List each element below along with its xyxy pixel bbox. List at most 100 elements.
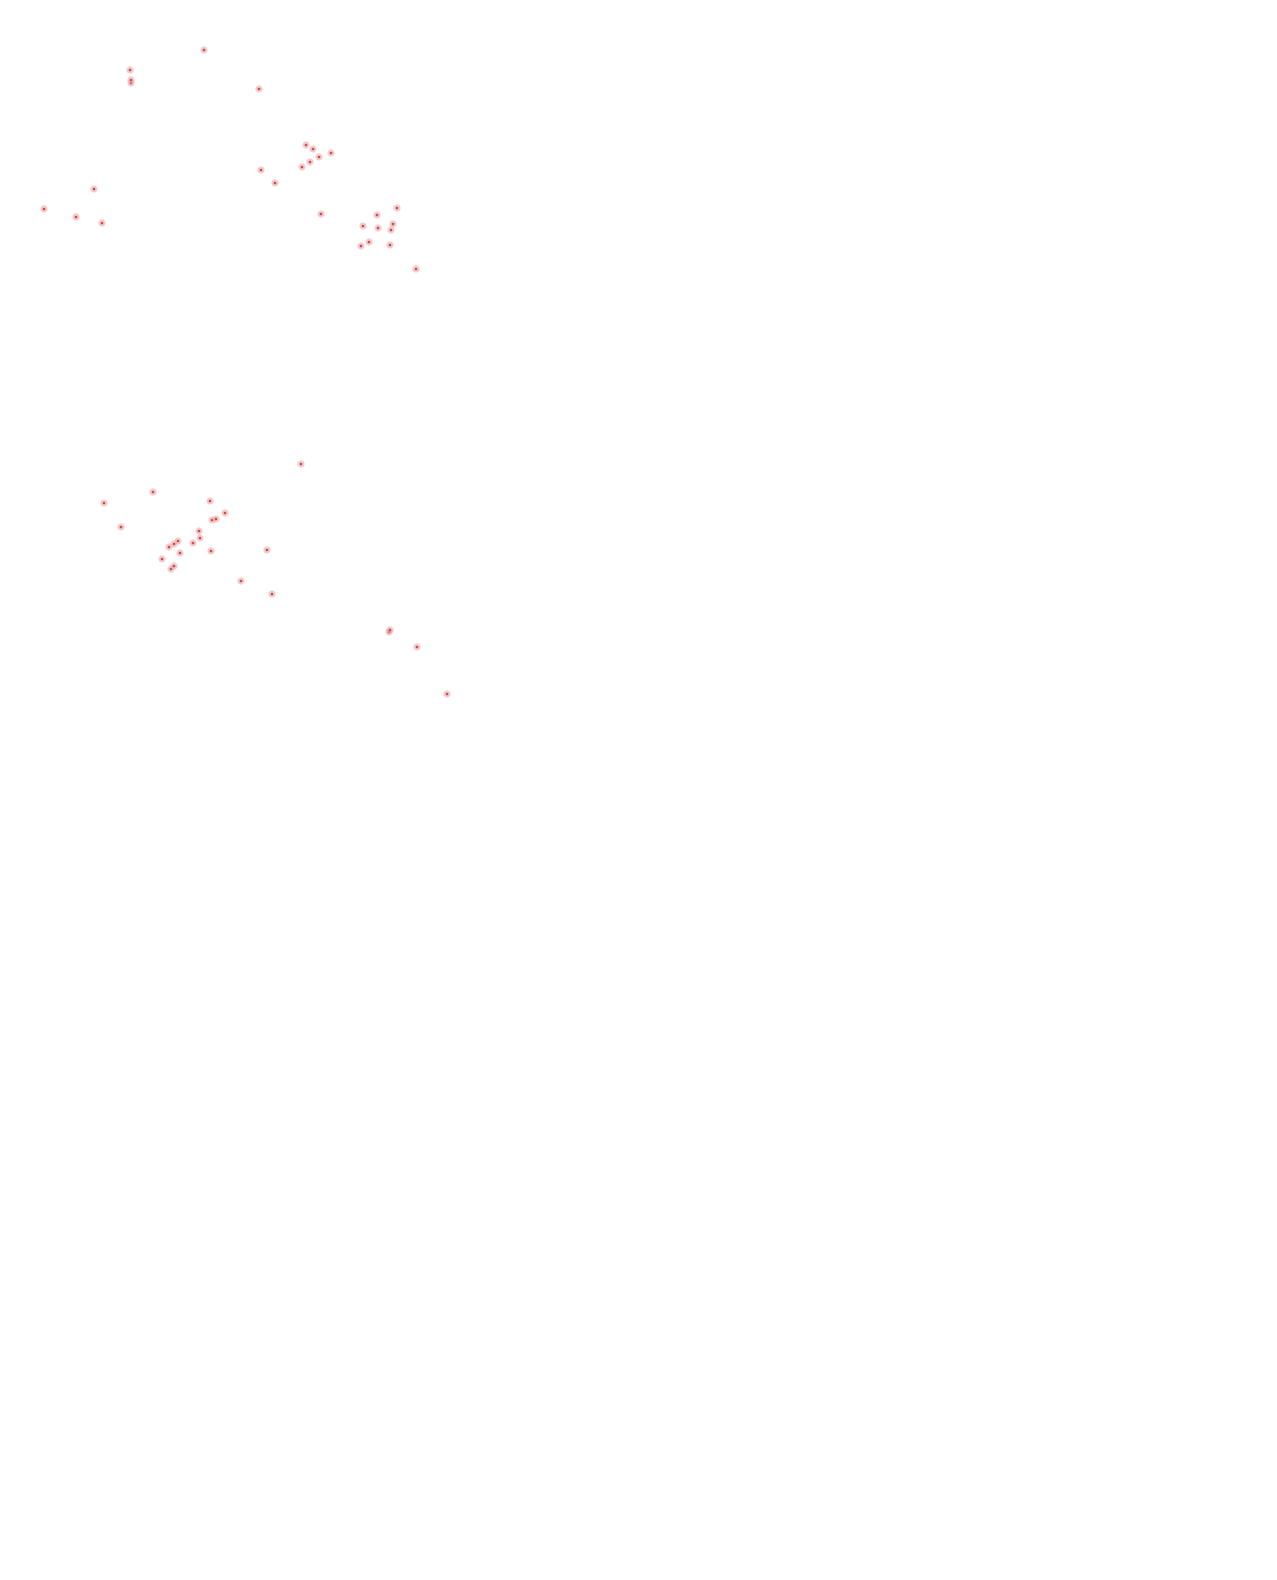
data-point xyxy=(100,499,108,507)
data-point xyxy=(263,546,271,554)
data-point xyxy=(298,163,306,171)
data-point xyxy=(389,220,397,228)
data-point-core xyxy=(391,222,395,226)
data-point-core xyxy=(102,501,106,505)
data-point-core xyxy=(214,517,218,521)
data-point-core xyxy=(239,579,243,583)
data-point xyxy=(373,211,381,219)
data-point-core xyxy=(176,539,180,543)
data-point xyxy=(315,153,323,161)
data-point-core xyxy=(259,168,263,172)
data-point xyxy=(365,238,373,246)
data-point xyxy=(306,158,314,166)
data-point-core xyxy=(119,525,123,529)
data-point-core xyxy=(445,692,449,696)
data-point-core xyxy=(367,240,371,244)
data-point xyxy=(317,210,325,218)
data-point-core xyxy=(388,628,392,632)
data-point xyxy=(196,534,204,542)
data-point-core xyxy=(359,244,363,248)
data-point-core xyxy=(395,206,399,210)
data-point-core xyxy=(209,549,213,553)
data-point xyxy=(98,219,106,227)
data-point-core xyxy=(223,511,227,515)
data-point-core xyxy=(172,564,176,568)
data-point xyxy=(206,497,214,505)
data-point xyxy=(237,577,245,585)
data-point-core xyxy=(160,557,164,561)
data-point xyxy=(327,149,335,157)
data-point-core xyxy=(208,499,212,503)
data-point xyxy=(158,555,166,563)
data-point-core xyxy=(151,490,155,494)
data-point xyxy=(268,590,276,598)
data-point-core xyxy=(257,87,261,91)
data-point-core xyxy=(319,212,323,216)
data-point xyxy=(90,185,98,193)
data-point xyxy=(117,523,125,531)
data-points xyxy=(40,46,451,698)
data-point xyxy=(257,166,265,174)
data-point xyxy=(386,241,394,249)
data-point xyxy=(309,145,317,153)
data-point-core xyxy=(129,78,133,82)
data-point-core xyxy=(415,645,419,649)
data-point xyxy=(189,539,197,547)
data-point-core xyxy=(172,542,176,546)
data-point xyxy=(207,547,215,555)
data-point-core xyxy=(300,165,304,169)
data-point xyxy=(176,549,184,557)
data-point-core xyxy=(317,155,321,159)
data-point-core xyxy=(100,221,104,225)
data-point-core xyxy=(388,243,392,247)
data-point-core xyxy=(42,207,46,211)
data-point-core xyxy=(389,228,393,232)
data-point xyxy=(387,226,395,234)
data-point xyxy=(393,204,401,212)
data-point-core xyxy=(191,541,195,545)
data-point xyxy=(72,213,80,221)
data-point-core xyxy=(178,551,182,555)
data-point xyxy=(297,460,305,468)
data-point-core xyxy=(197,529,201,533)
data-point-core xyxy=(92,187,96,191)
data-point-core xyxy=(304,143,308,147)
data-point xyxy=(174,537,182,545)
data-point xyxy=(413,643,421,651)
data-point xyxy=(374,224,382,232)
data-point xyxy=(212,515,220,523)
data-point-core xyxy=(270,592,274,596)
data-point-core xyxy=(329,151,333,155)
data-point xyxy=(412,265,420,273)
data-point xyxy=(149,488,157,496)
data-point xyxy=(40,205,48,213)
data-point xyxy=(170,562,178,570)
data-point xyxy=(386,626,394,634)
data-point-core xyxy=(299,462,303,466)
data-point xyxy=(221,509,229,517)
data-point xyxy=(195,527,203,535)
data-point xyxy=(255,85,263,93)
data-point-core xyxy=(273,181,277,185)
data-point-core xyxy=(376,226,380,230)
data-point-core xyxy=(311,147,315,151)
data-point xyxy=(359,222,367,230)
data-point xyxy=(127,76,135,84)
data-point-core xyxy=(265,548,269,552)
data-point-core xyxy=(128,68,132,72)
data-point xyxy=(443,690,451,698)
data-point-core xyxy=(375,213,379,217)
data-point-core xyxy=(74,215,78,219)
data-point-core xyxy=(361,224,365,228)
data-point-core xyxy=(202,48,206,52)
data-point xyxy=(271,179,279,187)
data-point xyxy=(302,141,310,149)
data-point-core xyxy=(308,160,312,164)
data-point xyxy=(357,242,365,250)
data-point-core xyxy=(414,267,418,271)
data-point-core xyxy=(198,536,202,540)
data-point xyxy=(200,46,208,54)
